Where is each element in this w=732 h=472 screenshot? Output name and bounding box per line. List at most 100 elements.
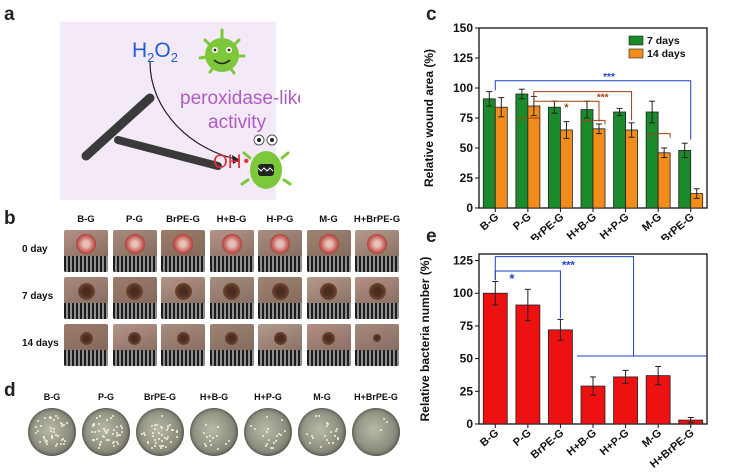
significance-bracket (533, 96, 600, 122)
colony-dot (176, 435, 179, 438)
colony-dot (51, 437, 54, 440)
wound-photo (64, 277, 108, 319)
activity-line2: activity (208, 112, 267, 133)
colony-dot (311, 434, 314, 437)
colony-dot (120, 427, 123, 430)
colony-dot (43, 436, 46, 439)
colony-dot (160, 439, 163, 442)
wound-photo (306, 324, 351, 366)
wound-photo (112, 324, 157, 366)
colony-dot (120, 431, 123, 434)
dish-group-label: P-G (97, 392, 114, 402)
colony-dot (176, 429, 179, 432)
colony-dot (63, 423, 66, 426)
colony-dot (160, 427, 163, 430)
ruler-strip (64, 350, 108, 366)
colony-dot (154, 438, 157, 441)
colony-dot (215, 434, 218, 437)
colony-dot (203, 442, 206, 445)
bar (560, 129, 573, 209)
colony-dot (53, 428, 56, 431)
colony-dot (61, 437, 64, 440)
wound-mark (174, 282, 192, 300)
colony-dot (55, 442, 58, 445)
wound-mark (270, 234, 290, 254)
bacteria-number-chart: 0 25 50 75 100 125 Relative bacteria number (%… (418, 253, 708, 471)
colony-dot (45, 440, 48, 443)
colony-dot (165, 429, 168, 432)
colony-dot (167, 427, 170, 430)
wound-photo (355, 324, 399, 366)
wound-group-header: B-G (77, 214, 95, 225)
legend-label: 14 days (647, 48, 686, 60)
colony-dot (278, 433, 281, 436)
pair-bracket (519, 117, 541, 122)
colony-dot (61, 425, 64, 428)
wound-photo (306, 230, 351, 272)
wound-photo (112, 277, 157, 319)
colony-dot (106, 438, 109, 441)
colony-dot (154, 445, 157, 448)
colony-dot (98, 422, 101, 425)
wound-photo (209, 230, 254, 272)
colony-dot (161, 415, 164, 418)
significance-bracket (494, 256, 635, 356)
colony-dot (117, 443, 120, 446)
colony-dot (326, 422, 329, 425)
colony-dot (336, 437, 339, 440)
x-tick-label: B-G (478, 427, 501, 449)
colony-dot (50, 429, 53, 432)
colony-dot (39, 425, 42, 428)
colony-dot (55, 434, 58, 437)
colony-dot (159, 444, 162, 447)
colony-dot (168, 424, 171, 427)
colony-dot (101, 434, 104, 437)
colony-dot (98, 429, 101, 432)
wound-mark (320, 282, 337, 300)
colony-dot (169, 441, 172, 444)
wound-mark (368, 282, 386, 300)
colony-dot (267, 428, 270, 431)
activity-line1: peroxidase-like (180, 88, 300, 109)
agar-dish (190, 408, 238, 456)
ruler-strip (161, 350, 205, 366)
colony-dot (158, 431, 161, 434)
schematic-graphics: H2O2 peroxidase-like activity OH • (81, 28, 300, 189)
wound-row-label: 7 days (22, 291, 54, 302)
significance-label: * (564, 102, 569, 114)
colony-dot (34, 431, 37, 434)
colony-dot (56, 434, 59, 437)
colony-dot (50, 435, 53, 438)
colony-dot (270, 447, 273, 450)
colony-dot (272, 447, 275, 450)
wound-photo (161, 324, 205, 366)
colony-dot (98, 447, 101, 450)
x-tick-label: H+B-G (565, 427, 599, 458)
agar-dish (136, 408, 184, 456)
agar-dish (28, 408, 76, 456)
colony-dot (165, 437, 168, 440)
colony-dot (159, 426, 162, 429)
colony-dot (323, 434, 326, 437)
colony-dot (216, 425, 219, 428)
colony-dot (61, 439, 64, 442)
colony-dot (113, 429, 116, 432)
wound-group-header: H+BrPE-G (353, 214, 401, 225)
colony-dot (65, 422, 68, 425)
colony-dot (337, 438, 340, 441)
colony-dot (204, 445, 207, 448)
colony-dot (147, 442, 150, 445)
panel-a-label: a (4, 4, 15, 25)
wound-mark (173, 234, 193, 254)
colony-dot (267, 439, 270, 442)
colony-dot (111, 441, 114, 444)
colony-dot (52, 430, 55, 433)
ruler-strip (355, 303, 399, 319)
wound-row-label: 14 days (22, 338, 59, 349)
y-tick-label: 75 (460, 319, 474, 333)
x-tick-label: BrPE-G (529, 427, 567, 461)
wound-photo (355, 230, 399, 272)
wound-photo (258, 324, 302, 366)
colony-dot (161, 433, 164, 436)
colony-dot (98, 443, 101, 446)
